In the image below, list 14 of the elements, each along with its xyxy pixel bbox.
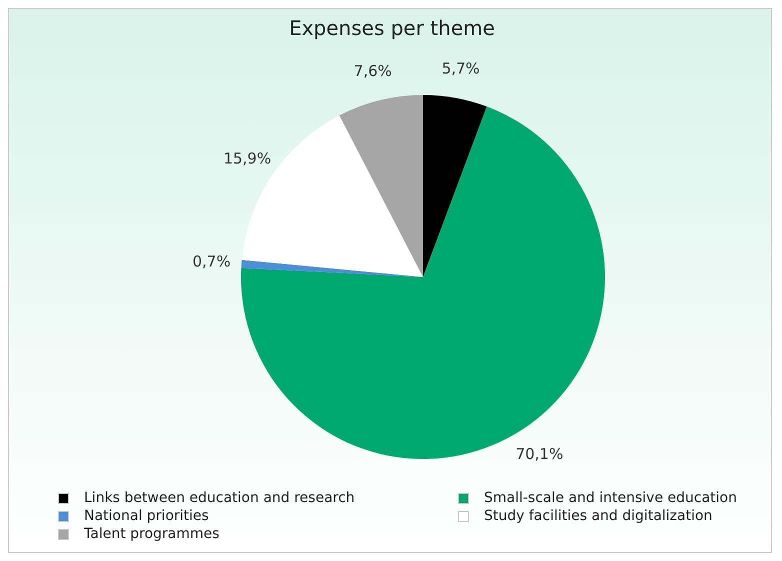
- pie-slice: [423, 95, 487, 277]
- data-label: 5,7%: [442, 59, 480, 78]
- data-label: 7,6%: [354, 62, 392, 80]
- legend-label: Small-scale and intensive education: [484, 490, 737, 506]
- data-label: 70,1%: [516, 445, 564, 464]
- pie-slice: [339, 95, 423, 277]
- pie-slice: [241, 260, 423, 277]
- legend-label: Talent programmes: [84, 526, 220, 542]
- data-label: 15,9%: [223, 149, 272, 168]
- legend-label: Study facilities and digitalization: [484, 508, 712, 524]
- chart-title: Expenses per theme: [289, 16, 495, 40]
- legend-label: Links between education and research: [84, 490, 355, 506]
- data-label: 0,7%: [192, 252, 231, 271]
- legend-label: National priorities: [84, 508, 209, 524]
